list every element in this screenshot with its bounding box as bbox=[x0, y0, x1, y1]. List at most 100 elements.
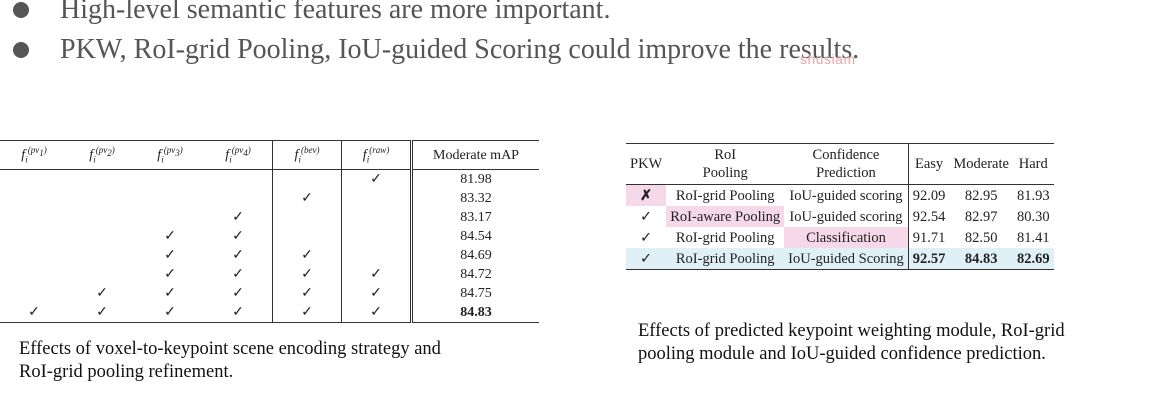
check-mark-cell: ✓ bbox=[272, 303, 342, 323]
table-row: ✓ RoI-aware Pooling IoU-guided scoring 9… bbox=[626, 206, 1054, 227]
table-row: ✓ ✓ ✓ ✓ ✓ 84.75 bbox=[0, 284, 539, 304]
empty-cell bbox=[136, 170, 204, 190]
pkw-cell: ✓ bbox=[640, 208, 653, 225]
col-header-pv1: fi(pv1) bbox=[0, 140, 68, 171]
empty-cell bbox=[68, 246, 136, 265]
check-mark-cell: ✓ bbox=[272, 189, 342, 209]
hard-cell: 80.30 bbox=[1016, 208, 1050, 225]
empty-cell bbox=[68, 189, 136, 208]
check-mark-cell: ✓ bbox=[370, 305, 382, 321]
empty-cell bbox=[0, 265, 68, 284]
empty-cell bbox=[136, 208, 204, 227]
empty-cell bbox=[0, 189, 68, 208]
easy-cell: 91.71 bbox=[912, 229, 946, 246]
table-row: ✓ RoI-grid Pooling Classification 91.71 … bbox=[626, 227, 1054, 248]
col-header-bev: fi(bev) bbox=[272, 140, 342, 171]
moderate-map-cell: 83.17 bbox=[410, 208, 539, 228]
col-header-moderate-map: Moderate mAP bbox=[410, 140, 539, 171]
check-mark-cell: ✓ bbox=[272, 246, 342, 266]
check-mark-cell: ✓ bbox=[164, 267, 176, 283]
check-mark-cell: ✓ bbox=[164, 248, 176, 264]
moderate-map-cell: 83.32 bbox=[410, 189, 539, 209]
easy-cell: 92.54 bbox=[912, 208, 946, 225]
col-header-roi-pooling: RoI Pooling bbox=[666, 143, 785, 185]
col-header-moderate: Moderate bbox=[949, 143, 1013, 185]
check-mark-cell: ✓ bbox=[370, 172, 382, 188]
bullet-dot-icon bbox=[13, 2, 29, 18]
pkw-cell: ✓ bbox=[640, 229, 653, 246]
check-mark-cell: ✓ bbox=[204, 303, 273, 323]
empty-cell bbox=[342, 246, 412, 265]
pooling-cell: RoI-grid Pooling bbox=[675, 229, 775, 246]
check-mark-cell: ✓ bbox=[272, 265, 342, 285]
bullet-item: High-level semantic features are more im… bbox=[0, 0, 1152, 30]
hard-cell: 81.93 bbox=[1016, 187, 1050, 204]
check-mark-cell: ✓ bbox=[204, 208, 273, 228]
moderate-map-cell: 84.75 bbox=[410, 284, 539, 304]
check-mark-cell: ✓ bbox=[164, 229, 176, 245]
table-row: ✓ ✓ ✓ ✓ 84.72 bbox=[0, 265, 539, 285]
check-mark-cell: ✓ bbox=[96, 305, 108, 321]
check-mark-cell: ✓ bbox=[204, 284, 273, 304]
bullet-list: High-level semantic features are more im… bbox=[0, 0, 1152, 70]
moderate-map-cell: 84.69 bbox=[410, 246, 539, 266]
caption-line: Effects of predicted keypoint weighting … bbox=[638, 321, 1065, 341]
empty-cell bbox=[68, 208, 136, 227]
confidence-cell: IoU-guided scoring bbox=[784, 184, 909, 206]
bullet-text: PKW, RoI-grid Pooling, IoU-guided Scorin… bbox=[60, 34, 860, 65]
empty-cell bbox=[272, 227, 342, 247]
easy-cell: 92.09 bbox=[912, 187, 946, 204]
table-row: ✓ ✓ 84.54 bbox=[0, 227, 539, 247]
empty-cell bbox=[0, 170, 68, 190]
table-header-row: fi(pv1) fi(pv2) fi(pv3) fi(pv4) fi(bev) … bbox=[0, 140, 539, 171]
pkw-cell: ✗ bbox=[626, 184, 667, 206]
check-mark-cell: ✓ bbox=[204, 246, 273, 266]
table-row: ✗ RoI-grid Pooling IoU-guided scoring 92… bbox=[626, 184, 1054, 206]
col-header-confidence: Confidence Prediction bbox=[784, 143, 909, 185]
check-mark-cell: ✓ bbox=[164, 305, 176, 321]
easy-cell: 92.57 bbox=[912, 250, 946, 267]
empty-cell bbox=[136, 189, 204, 208]
col-header-pkw: PKW bbox=[626, 143, 667, 185]
empty-cell bbox=[68, 265, 136, 284]
check-mark-cell: ✓ bbox=[272, 284, 342, 304]
col-header-pv4: fi(pv4) bbox=[204, 140, 273, 171]
col-header-easy: Easy bbox=[908, 143, 950, 185]
check-mark-cell: ✓ bbox=[370, 267, 382, 283]
check-mark-cell: ✓ bbox=[96, 286, 108, 302]
empty-cell bbox=[342, 208, 412, 227]
table-header-row: PKW RoI Pooling Confidence Prediction Easy… bbox=[626, 143, 1054, 185]
caption-line: RoI-grid pooling refinement. bbox=[19, 362, 234, 382]
empty-cell bbox=[0, 246, 68, 265]
table-row: ✓ ✓ ✓ ✓ ✓ ✓ 84.83 bbox=[0, 303, 539, 323]
table1-caption: Effects of voxel-to-keypoint scene encod… bbox=[19, 338, 441, 384]
moderate-map-cell: 84.83 bbox=[410, 303, 539, 323]
confidence-cell: IoU-guided Scoring bbox=[784, 248, 909, 270]
empty-cell bbox=[272, 169, 342, 190]
table-row: ✓ ✓ ✓ 84.69 bbox=[0, 246, 539, 266]
bullet-dot-icon bbox=[13, 42, 29, 58]
col-header-pv3: fi(pv3) bbox=[136, 140, 204, 171]
bullet-text: High-level semantic features are more im… bbox=[60, 0, 611, 25]
moderate-cell: 82.95 bbox=[964, 187, 998, 204]
encoding-ablation-table: fi(pv1) fi(pv2) fi(pv3) fi(pv4) fi(bev) … bbox=[0, 140, 539, 324]
hard-cell: 82.69 bbox=[1016, 250, 1050, 267]
moderate-cell: 84.83 bbox=[964, 250, 998, 267]
empty-cell bbox=[204, 189, 273, 209]
moderate-cell: 82.50 bbox=[964, 229, 998, 246]
bullet-item: PKW, RoI-grid Pooling, IoU-guided Scorin… bbox=[0, 30, 1152, 70]
pooling-cell: RoI-grid Pooling bbox=[675, 250, 775, 267]
table-row: ✓ 83.17 bbox=[0, 208, 539, 228]
empty-cell bbox=[342, 189, 412, 208]
empty-cell bbox=[68, 227, 136, 246]
table-row: ✓ RoI-grid Pooling IoU-guided Scoring 92… bbox=[626, 248, 1054, 270]
empty-cell bbox=[0, 208, 68, 227]
pkw-cell: ✓ bbox=[640, 250, 653, 267]
empty-cell bbox=[68, 170, 136, 190]
check-mark-cell: ✓ bbox=[164, 286, 176, 302]
col-header-hard: Hard bbox=[1012, 143, 1054, 185]
check-mark-cell: ✓ bbox=[204, 265, 273, 285]
table-row: ✓ 83.32 bbox=[0, 189, 539, 209]
pooling-cell: RoI-aware Pooling bbox=[666, 206, 785, 227]
empty-cell bbox=[272, 208, 342, 228]
